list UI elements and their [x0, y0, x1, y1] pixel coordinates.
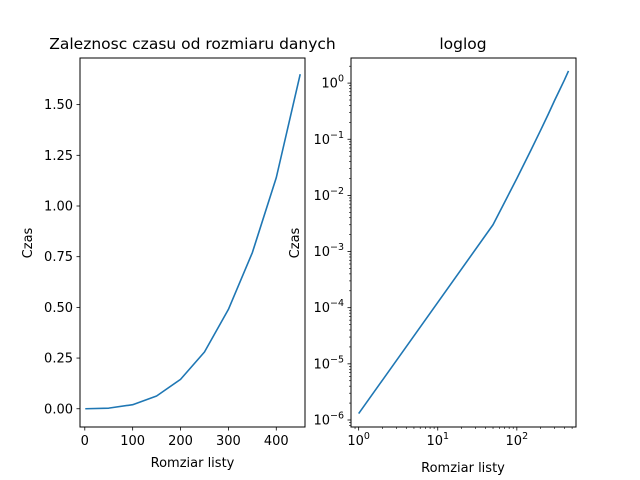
series-line — [358, 70, 570, 415]
plot-marks: 0 100 200 300 400 0.00 0.25 0.50 0.75 1.00 1.25 1.5… — [44, 74, 301, 449]
tick-label-exponent: 1 — [443, 431, 449, 442]
tick-label-exponent: −4 — [330, 298, 344, 309]
plot-frame — [79, 57, 306, 428]
plot-frame — [350, 57, 577, 428]
tick-label-exponent: −6 — [330, 410, 344, 421]
y-tick-label: 1.25 — [44, 149, 73, 164]
x-tick-label: 200 — [168, 434, 193, 449]
tick-label-base: 10 — [313, 413, 330, 428]
x-tick-label: 0 — [81, 434, 89, 449]
tick-label-base: 10 — [313, 189, 330, 204]
x-tick-label: 300 — [216, 434, 241, 449]
tick-label-base: 10 — [313, 245, 330, 260]
y-tick-label: 0.25 — [44, 352, 73, 367]
tick-label-base: 10 — [426, 434, 443, 449]
y-tick-label: 0.50 — [44, 301, 73, 316]
x-axis-label: Romziar listy — [151, 456, 235, 471]
tick-label-exponent: −2 — [330, 186, 344, 197]
tick-label-exponent: −1 — [330, 130, 344, 141]
y-axis-label: Czas — [288, 227, 303, 258]
chart-title: loglog — [439, 35, 486, 53]
y-axis-label: Czas — [21, 227, 36, 258]
tick-label-base: 10 — [313, 301, 330, 316]
tick-label-exponent: −5 — [330, 354, 344, 365]
y-tick-label: 10−1 — [313, 130, 344, 148]
tick-label-base: 10 — [313, 357, 330, 372]
tick-label-base: 10 — [347, 434, 364, 449]
x-tick-label: 100 — [120, 434, 145, 449]
y-tick-label: 1.50 — [44, 98, 73, 113]
series-line — [85, 74, 301, 410]
linear-chart: Zaleznosc czasu od rozmiaru danych Romzi… — [21, 35, 336, 471]
x-axis-label: Romziar listy — [421, 461, 505, 476]
y-tick-label: 10−2 — [313, 186, 344, 204]
tick-label-exponent: −3 — [330, 242, 344, 253]
x-tick-label: 102 — [506, 431, 529, 449]
x-tick-label: 100 — [347, 431, 370, 449]
x-tick-label: 400 — [264, 434, 289, 449]
x-tick-label: 101 — [426, 431, 449, 449]
tick-label-base: 10 — [313, 133, 330, 148]
y-tick-label: 100 — [321, 74, 344, 92]
tick-label-base: 10 — [321, 77, 338, 92]
y-tick-label: 10−3 — [313, 242, 344, 260]
tick-label-exponent: 2 — [522, 431, 528, 442]
tick-label-base: 10 — [506, 434, 523, 449]
y-tick-label: 10−6 — [313, 410, 344, 428]
y-tick-label: 10−4 — [313, 298, 344, 316]
tick-label-exponent: 0 — [364, 431, 370, 442]
loglog-chart: loglog Romziar listy Czas 100 101 10210−61… — [288, 35, 577, 476]
y-tick-label: 10−5 — [313, 354, 344, 372]
y-tick-label: 0.00 — [44, 402, 73, 417]
y-tick-label: 1.00 — [44, 200, 73, 215]
y-tick-label: 0.75 — [44, 250, 73, 265]
tick-label-exponent: 0 — [338, 74, 344, 85]
chart-title: Zaleznosc czasu od rozmiaru danych — [49, 35, 336, 53]
